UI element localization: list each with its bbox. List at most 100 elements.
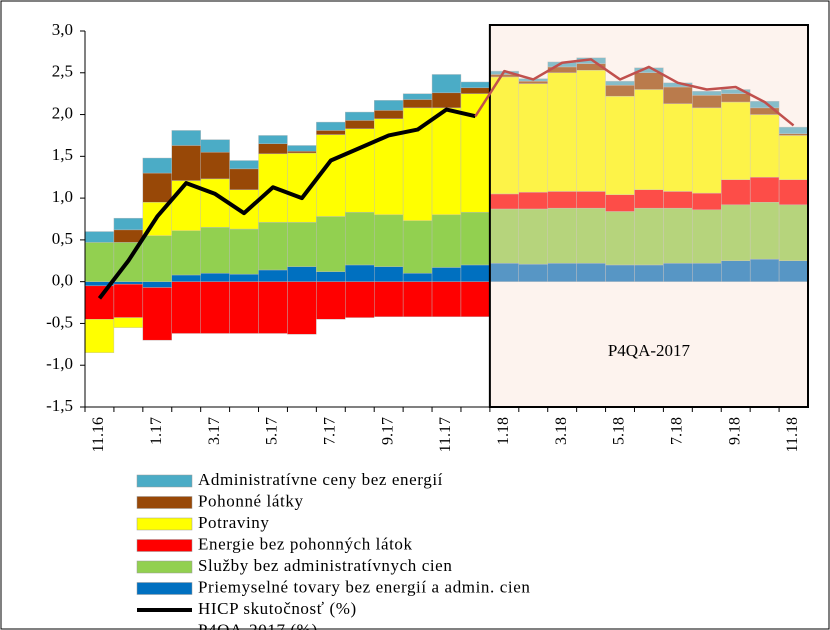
bars [84, 57, 809, 353]
bar-segment [84, 285, 115, 320]
y-tick-label: 2,0 [52, 103, 73, 122]
legend-swatch [136, 496, 193, 509]
y-tick-label: 3,0 [52, 20, 73, 39]
bar-segment [778, 135, 809, 180]
bar-segment [171, 274, 201, 282]
legend-label: Administratívne ceny bez energií [198, 470, 443, 489]
legend-swatch [136, 517, 193, 531]
bar-segment [229, 281, 259, 334]
legend-label: Energie bez pohonných látok [198, 534, 413, 553]
bar-segment [84, 319, 115, 353]
bar-segment [258, 269, 288, 282]
bar-segment [316, 271, 346, 282]
bar-segment [345, 281, 375, 318]
legend-label: Služby bez administratívnych cien [198, 556, 452, 575]
y-tick-label: 0,5 [52, 229, 73, 248]
bar-segment [229, 160, 259, 170]
bar-segment [460, 264, 491, 282]
y-tick-label: 1,0 [52, 187, 73, 206]
bar-segment [200, 227, 230, 274]
bar-segment [171, 130, 201, 146]
bar-segment [778, 204, 809, 261]
y-tick-label: 2,5 [52, 62, 73, 81]
bar-segment [460, 81, 491, 89]
bar-segment [287, 151, 317, 154]
bar-segment [287, 281, 317, 335]
bar-segment [84, 231, 115, 243]
bar-segment [142, 157, 172, 174]
bar-segment [431, 107, 462, 216]
y-tick-label: -1,5 [46, 396, 73, 415]
legend-label: Priemyselné tovary bez energií a admin. … [198, 577, 530, 596]
bar-segment [345, 120, 375, 129]
x-tick-label: 3.17 [206, 417, 223, 445]
bar-segment [374, 266, 404, 282]
x-tick-label: 1.17 [148, 417, 165, 445]
bar-segment [258, 135, 288, 144]
bar-segment [200, 139, 230, 153]
bar-segment [287, 145, 317, 152]
bar-segment [402, 220, 433, 274]
bar-segment [576, 70, 606, 192]
bar-segment [721, 179, 751, 205]
bar-segment [460, 281, 491, 317]
bar-segment [634, 89, 664, 190]
bar-segment [692, 107, 722, 194]
bar-segment [576, 207, 606, 264]
legend-label: Potraviny [198, 513, 270, 532]
y-tick-label: 0,0 [52, 271, 73, 290]
legend-label: P4QA-2017 (%) [198, 620, 318, 630]
bar-segment [345, 111, 375, 121]
bar-segment [374, 100, 404, 111]
bar-segment [316, 121, 346, 131]
bar-segment [431, 92, 462, 109]
x-tick-label: 9.17 [379, 417, 396, 445]
x-tick-label: 11.18 [784, 417, 801, 452]
bar-segment [229, 273, 259, 282]
bar-segment [113, 283, 144, 318]
x-tick-label: 11.16 [90, 417, 107, 452]
x-tick-label: 3.18 [553, 417, 570, 445]
x-tick-label: 5.18 [611, 417, 628, 445]
bar-segment [171, 230, 201, 276]
bar-segment [460, 87, 491, 94]
bar-segment [692, 209, 722, 264]
bar-segment [229, 189, 259, 230]
bar-segment [200, 281, 230, 334]
bar-segment [402, 273, 433, 282]
legend-swatch [136, 560, 193, 574]
bar-segment [142, 281, 172, 288]
bar-segment [663, 103, 693, 192]
bar-segment [171, 145, 201, 181]
bar-segment [287, 266, 317, 282]
bar-segment [460, 93, 491, 213]
bar-segment [518, 83, 548, 193]
y-tick-label: -0,5 [46, 312, 73, 331]
bar-segment [345, 264, 375, 282]
bar-segment [229, 168, 259, 190]
bar-segment [431, 281, 462, 317]
legend-label: HICP skutočnosť (%) [198, 599, 357, 618]
bar-segment [431, 74, 462, 94]
bar-segment [431, 214, 462, 268]
bar-segment [402, 99, 433, 109]
x-tick-label: 1.18 [495, 417, 512, 445]
legend-swatch [136, 474, 193, 488]
bar-segment [316, 216, 346, 272]
bar-segment [113, 217, 144, 231]
bar-segment [113, 317, 144, 328]
x-tick-label: 7.17 [321, 417, 338, 445]
legend-swatch [136, 582, 193, 595]
bar-segment [374, 110, 404, 119]
bar-segment [142, 172, 172, 203]
bar-segment [258, 281, 288, 334]
bar-segment [374, 281, 404, 317]
bar-segment [258, 143, 288, 155]
bar-segment [345, 212, 375, 266]
bar-segment [489, 208, 520, 264]
bar-segment [229, 228, 259, 275]
bar-segment [171, 180, 201, 231]
bar-segment [200, 178, 230, 228]
bar-segment [113, 281, 144, 285]
